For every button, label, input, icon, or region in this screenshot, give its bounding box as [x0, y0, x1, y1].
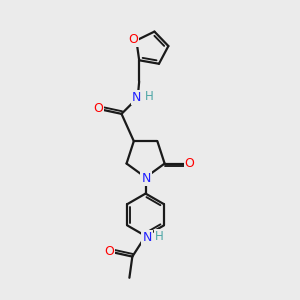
Text: N: N [142, 172, 151, 185]
Text: O: O [104, 245, 114, 258]
Text: O: O [93, 102, 103, 116]
Text: O: O [185, 157, 195, 170]
Text: N: N [132, 91, 141, 104]
Text: H: H [145, 90, 153, 103]
Text: O: O [128, 33, 138, 46]
Text: H: H [154, 230, 163, 243]
Text: N: N [142, 231, 152, 244]
